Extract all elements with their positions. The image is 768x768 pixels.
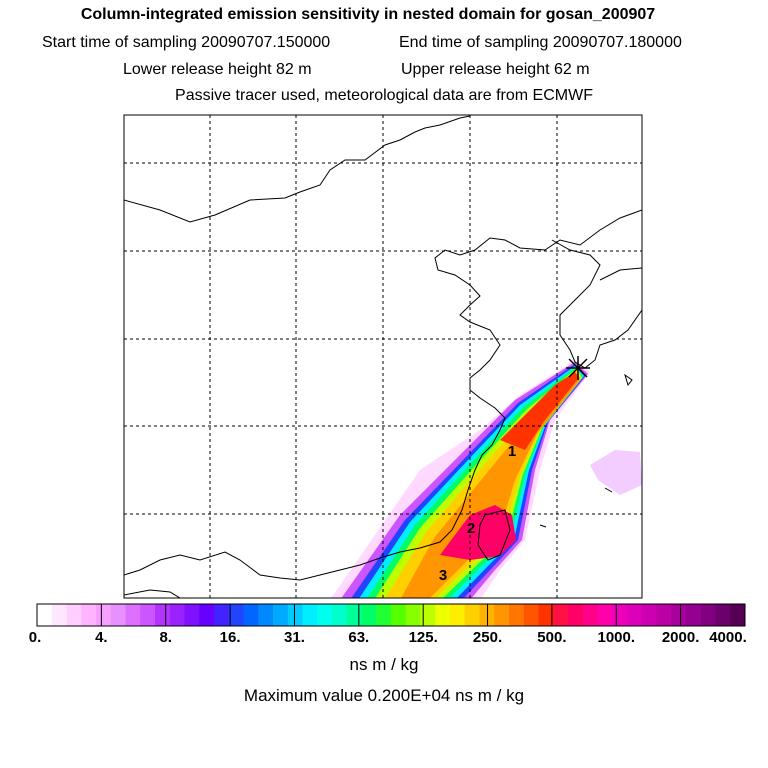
colorbar-swatch [715,604,731,626]
plot-title: Column-integrated emission sensitivity i… [80,6,656,23]
region-label-1: 1 [507,443,517,460]
colorbar-swatch [656,604,672,626]
colorbar-swatch [199,604,215,626]
colorbar-swatch [494,604,510,626]
colorbar-swatch [405,604,421,626]
colorbar-swatch [391,604,407,626]
colorbar-swatch [450,604,466,626]
colorbar-swatch [435,604,451,626]
map-frame [123,114,643,599]
colorbar-swatch [287,604,303,626]
colorbar-tick-label: 0. [28,629,42,646]
colorbar-swatch [568,604,584,626]
colorbar-swatch [51,604,67,626]
colorbar-swatch [376,604,392,626]
colorbar-tick-label: 500. [537,629,567,646]
colorbar-swatch [37,604,53,626]
colorbar-swatch [361,604,377,626]
tracer-note: Passive tracer used, meteorological data… [175,87,593,104]
colorbar-swatch [553,604,569,626]
colorbar-swatch [346,604,362,626]
colorbar-swatch [214,604,230,626]
coastlines [124,115,642,598]
start-time-text: Start time of sampling 20090707.150000 [42,34,331,51]
colorbar-outline [36,603,746,627]
colorbar-swatch [155,604,171,626]
colorbar-swatch [96,604,112,626]
colorbar-tick-label: 8. [159,629,172,646]
colorbar-swatch [582,604,598,626]
colorbar-swatch [228,604,244,626]
plume-field [331,360,642,598]
colorbar-swatch [317,604,333,626]
colorbar-swatch [184,604,200,626]
colorbar-swatch [81,604,97,626]
colorbar-swatch [169,604,185,626]
colorbar-swatch [523,604,539,626]
colorbar-swatch [110,604,126,626]
colorbar-tick-label: 250. [472,629,503,646]
gosan-station-star [566,356,590,380]
colorbar-swatch [302,604,318,626]
colorbar-tick-label: 63. [348,629,370,646]
colorbar-swatch [627,604,643,626]
colorbar-tick-label: 31. [284,629,305,646]
colorbar-swatch [730,604,746,626]
colorbar-units: ns m / kg [349,655,419,674]
colorbar-swatch [612,604,628,626]
colorbar-swatch [258,604,274,626]
colorbar-tick-label: 4000. [709,629,747,646]
colorbar-swatch [420,604,436,626]
colorbar-tick-label: 4. [95,629,108,646]
colorbar-swatch [140,604,156,626]
colorbar-swatch [464,604,480,626]
colorbar-swatch [66,604,82,626]
colorbar-swatch [509,604,525,626]
colorbar-swatch [700,604,716,626]
end-time-text: End time of sampling 20090707.180000 [399,34,682,51]
colorbar-swatch [125,604,141,626]
colorbar-tick-label: 2000. [661,629,700,646]
region-label-3: 3 [438,567,448,584]
colorbar-swatch [332,604,348,626]
colorbar-tick-label: 16. [219,629,241,646]
colorbar-swatch [243,604,259,626]
colorbar-swatch [671,604,687,626]
colorbar-swatch [597,604,613,626]
colorbar-swatch [273,604,289,626]
colorbar-tick-label: 125. [408,629,438,646]
maximum-value-text: Maximum value 0.200E+04 ns m / kg [243,686,525,705]
colorbar-swatch [538,604,554,626]
colorbar-swatch [641,604,657,626]
lat-lon-grid [124,115,642,598]
colorbar-tick-label: 1000. [597,629,636,646]
lower-release-text: Lower release height 82 m [123,61,312,78]
colorbar [36,603,746,627]
upper-release-text: Upper release height 62 m [401,61,590,78]
region-label-2: 2 [466,520,476,537]
colorbar-swatch [686,604,702,626]
